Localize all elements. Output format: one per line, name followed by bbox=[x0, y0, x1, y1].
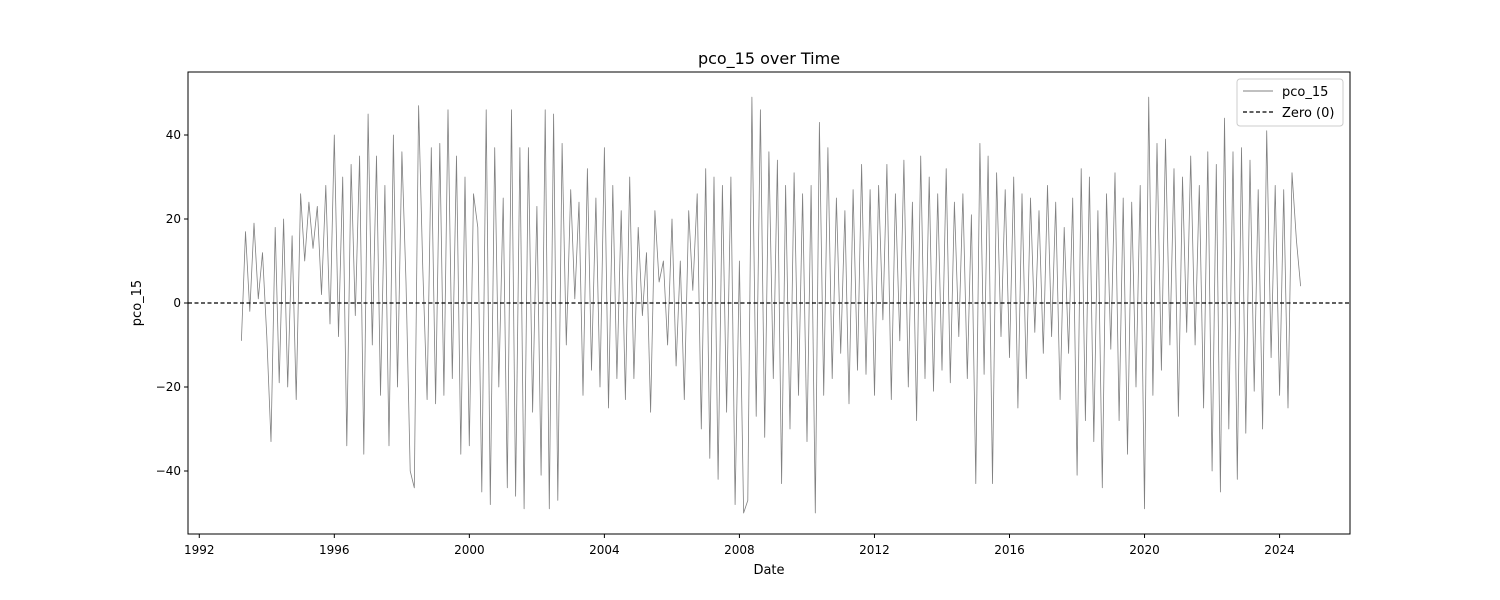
x-axis: 1992 1996 2000 2004 2008 2012 2016 2020 2024 bbox=[184, 534, 1295, 557]
legend-entry-zero: Zero (0) bbox=[1282, 106, 1334, 121]
x-tick-label: 2004 bbox=[589, 543, 620, 557]
legend-entry-series: pco_15 bbox=[1282, 85, 1328, 100]
plot-area bbox=[188, 96, 1350, 514]
x-tick-label: 1996 bbox=[319, 543, 350, 557]
y-tick-label: 40 bbox=[166, 128, 181, 142]
legend: pco_15 Zero (0) bbox=[1236, 78, 1344, 127]
x-tick-label: 2024 bbox=[1264, 543, 1295, 557]
series-line-pco_15 bbox=[241, 96, 1301, 514]
x-tick-label: 2020 bbox=[1129, 543, 1160, 557]
x-tick-label: 2016 bbox=[994, 543, 1025, 557]
y-axis-label: pco_15 bbox=[130, 280, 145, 326]
x-tick-label: 2008 bbox=[724, 543, 755, 557]
chart-title: pco_15 over Time bbox=[698, 49, 840, 69]
x-tick-label: 2012 bbox=[859, 543, 890, 557]
x-axis-label: Date bbox=[753, 563, 784, 578]
y-tick-label: 0 bbox=[173, 296, 181, 310]
y-tick-label: −20 bbox=[156, 380, 181, 394]
y-tick-label: −40 bbox=[156, 464, 181, 478]
y-axis: −40 −20 0 20 40 bbox=[156, 128, 188, 478]
y-tick-label: 20 bbox=[166, 212, 181, 226]
x-tick-label: 2000 bbox=[454, 543, 485, 557]
x-tick-label: 1992 bbox=[184, 543, 215, 557]
